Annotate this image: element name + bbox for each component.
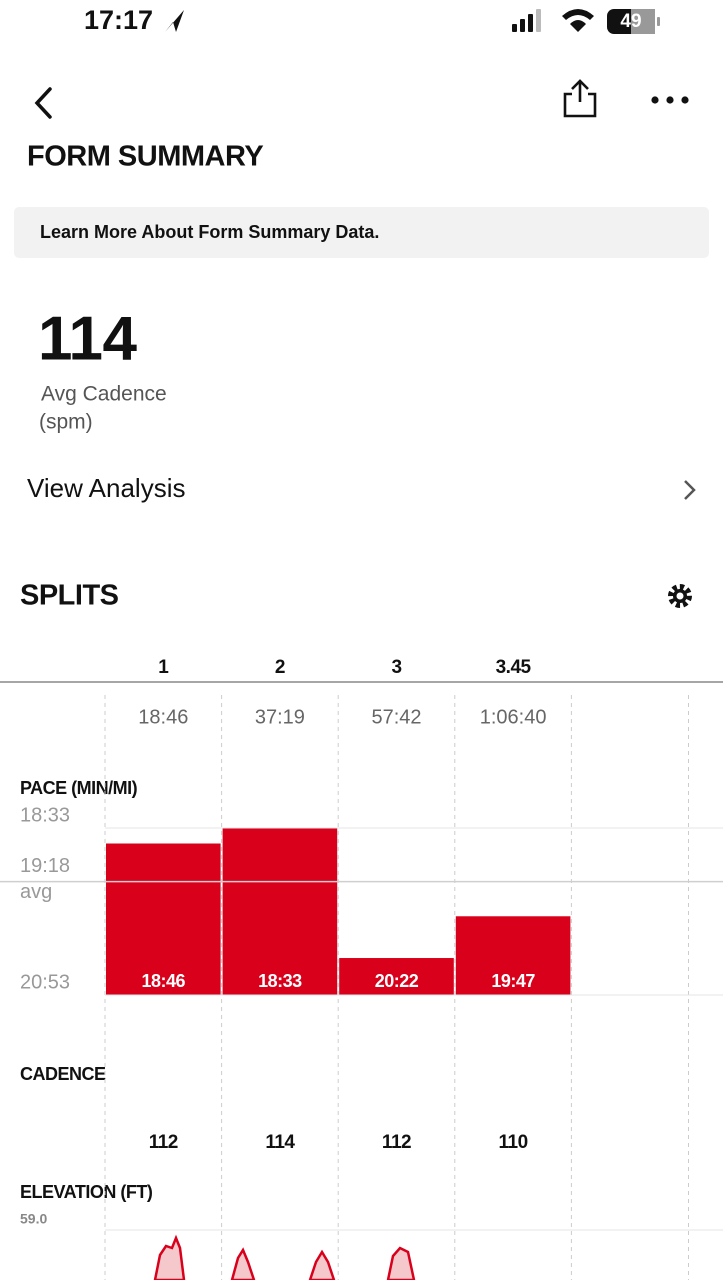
share-button[interactable] xyxy=(563,79,597,118)
elevation-profile xyxy=(153,1234,416,1280)
elevation-title: ELEVATION (FT) xyxy=(20,1182,153,1202)
page-title: FORM SUMMARY xyxy=(27,141,263,173)
cadence-value: 112 xyxy=(382,1132,411,1153)
cadence-value: 110 xyxy=(499,1132,528,1153)
pace-value-label: 18:33 xyxy=(258,971,302,991)
pace-title: PACE (MIN/MI) xyxy=(20,778,138,798)
settings-button[interactable] xyxy=(668,584,692,608)
banner[interactable] xyxy=(14,207,709,258)
split-distance: 3 xyxy=(391,657,401,678)
location-icon xyxy=(165,10,184,32)
pace-bar xyxy=(339,958,454,995)
pace-bar xyxy=(455,916,571,995)
split-time: 1:06:40 xyxy=(480,706,547,728)
battery-level: 49 xyxy=(620,11,641,32)
chevron[interactable] xyxy=(684,480,696,500)
pace-tick-label: 20:53 xyxy=(20,971,70,993)
avg-cadence-label: Avg Cadence xyxy=(41,383,167,406)
avg-cadence-value: 114 xyxy=(38,304,138,373)
avg-label: avg xyxy=(20,881,52,903)
cadence-title: CADENCE xyxy=(20,1064,106,1084)
pace-tick-label: 19:18 xyxy=(20,855,70,877)
split-time: 37:19 xyxy=(255,706,305,728)
more-button[interactable] xyxy=(651,96,689,104)
cadence-value: 114 xyxy=(265,1132,295,1153)
split-distance: 3.45 xyxy=(496,657,532,678)
split-distance: 2 xyxy=(275,657,285,678)
cadence-value: 112 xyxy=(149,1132,178,1153)
split-time: 18:46 xyxy=(138,706,188,728)
pace-bar xyxy=(222,828,338,995)
signal-icon xyxy=(512,9,541,32)
wifi-icon xyxy=(562,9,594,32)
splits-title: SPLITS xyxy=(20,580,119,612)
elevation-top-label: 59.0 xyxy=(20,1211,47,1227)
battery-tip xyxy=(657,17,660,26)
pace-value-label: 20:22 xyxy=(375,971,419,991)
pace-tick-label: 18:33 xyxy=(20,804,70,826)
banner-text[interactable]: Learn More About Form Summary Data. xyxy=(40,222,379,242)
split-distance: 1 xyxy=(158,657,169,678)
pace-value-label: 18:46 xyxy=(142,971,186,991)
avg-cadence-unit: (spm) xyxy=(39,411,93,434)
battery-empty xyxy=(631,9,655,34)
view-analysis[interactable]: View Analysis xyxy=(27,473,186,503)
back-button[interactable] xyxy=(34,87,52,119)
status-time: 17:17 xyxy=(84,5,153,35)
pace-value-label: 19:47 xyxy=(491,971,535,991)
split-time: 57:42 xyxy=(371,706,421,728)
pace-bar xyxy=(106,843,221,995)
